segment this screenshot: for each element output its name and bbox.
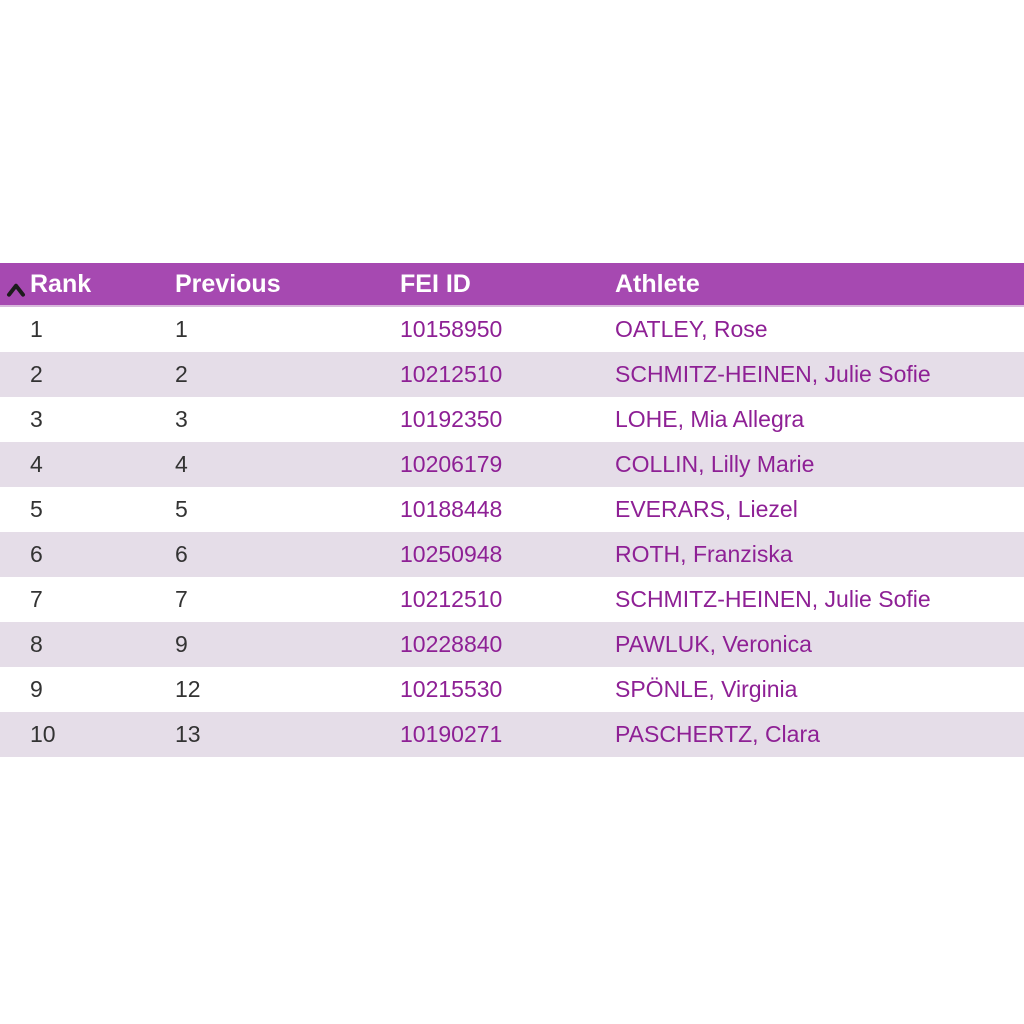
fei-id-link[interactable]: 10215530	[400, 676, 503, 702]
table-row: 10 13 10190271 PASCHERTZ, Clara	[0, 712, 1024, 757]
rank-cell: 2	[30, 361, 43, 387]
table-row: 3 3 10192350 LOHE, Mia Allegra	[0, 397, 1024, 442]
athlete-link[interactable]: OATLEY, Rose	[615, 316, 768, 342]
previous-cell: 2	[175, 361, 188, 387]
fei-id-link[interactable]: 10228840	[400, 631, 503, 657]
column-header-fei-id[interactable]: FEI ID	[370, 263, 585, 307]
rank-cell: 7	[30, 586, 43, 612]
previous-cell: 7	[175, 586, 188, 612]
athlete-link[interactable]: LOHE, Mia Allegra	[615, 406, 805, 432]
rank-cell: 9	[30, 676, 43, 702]
rank-cell: 10	[30, 721, 56, 747]
athlete-link[interactable]: EVERARS, Liezel	[615, 496, 798, 522]
rank-cell: 8	[30, 631, 43, 657]
fei-id-link[interactable]: 10188448	[400, 496, 503, 522]
rank-cell: 5	[30, 496, 43, 522]
fei-id-link[interactable]: 10192350	[400, 406, 503, 432]
table-body: 1 1 10158950 OATLEY, Rose 2 2 10212510 S…	[0, 306, 1024, 757]
sort-ascending-icon[interactable]	[6, 276, 26, 297]
table-row: 5 5 10188448 EVERARS, Liezel	[0, 487, 1024, 532]
table-row: 1 1 10158950 OATLEY, Rose	[0, 306, 1024, 352]
fei-id-link[interactable]: 10212510	[400, 586, 503, 612]
athlete-link[interactable]: SCHMITZ-HEINEN, Julie Sofie	[615, 361, 931, 387]
fei-id-link[interactable]: 10250948	[400, 541, 503, 567]
athlete-link[interactable]: SCHMITZ-HEINEN, Julie Sofie	[615, 586, 931, 612]
athlete-link[interactable]: ROTH, Franziska	[615, 541, 793, 567]
athlete-link[interactable]: COLLIN, Lilly Marie	[615, 451, 815, 477]
column-header-athlete[interactable]: Athlete	[585, 263, 1024, 307]
fei-id-link[interactable]: 10158950	[400, 316, 503, 342]
previous-cell: 4	[175, 451, 188, 477]
previous-cell: 6	[175, 541, 188, 567]
fei-id-link[interactable]: 10212510	[400, 361, 503, 387]
table-row: 8 9 10228840 PAWLUK, Veronica	[0, 622, 1024, 667]
column-header-rank[interactable]: Rank	[0, 263, 145, 307]
athlete-link[interactable]: PAWLUK, Veronica	[615, 631, 812, 657]
table-row: 6 6 10250948 ROTH, Franziska	[0, 532, 1024, 577]
previous-cell: 13	[175, 721, 201, 747]
fei-id-link[interactable]: 10206179	[400, 451, 503, 477]
previous-cell: 1	[175, 316, 188, 342]
ranking-table-container: Rank Previous FEI ID Athlete 1 1	[0, 263, 1024, 757]
athlete-link[interactable]: SPÖNLE, Virginia	[615, 676, 798, 702]
rank-cell: 1	[30, 316, 43, 342]
column-header-previous-label: Previous	[175, 269, 281, 298]
column-header-athlete-label: Athlete	[615, 269, 700, 298]
column-header-previous[interactable]: Previous	[145, 263, 370, 307]
previous-cell: 12	[175, 676, 201, 702]
table-header-row: Rank Previous FEI ID Athlete	[0, 263, 1024, 307]
table-row: 2 2 10212510 SCHMITZ-HEINEN, Julie Sofie	[0, 352, 1024, 397]
rank-cell: 6	[30, 541, 43, 567]
fei-id-link[interactable]: 10190271	[400, 721, 503, 747]
athlete-link[interactable]: PASCHERTZ, Clara	[615, 721, 820, 747]
previous-cell: 5	[175, 496, 188, 522]
rank-cell: 3	[30, 406, 43, 432]
previous-cell: 9	[175, 631, 188, 657]
column-header-fei-id-label: FEI ID	[400, 269, 471, 298]
previous-cell: 3	[175, 406, 188, 432]
table-row: 4 4 10206179 COLLIN, Lilly Marie	[0, 442, 1024, 487]
table-row: 7 7 10212510 SCHMITZ-HEINEN, Julie Sofie	[0, 577, 1024, 622]
column-header-rank-label: Rank	[30, 269, 92, 298]
ranking-table: Rank Previous FEI ID Athlete 1 1	[0, 263, 1024, 757]
table-row: 9 12 10215530 SPÖNLE, Virginia	[0, 667, 1024, 712]
rank-cell: 4	[30, 451, 43, 477]
